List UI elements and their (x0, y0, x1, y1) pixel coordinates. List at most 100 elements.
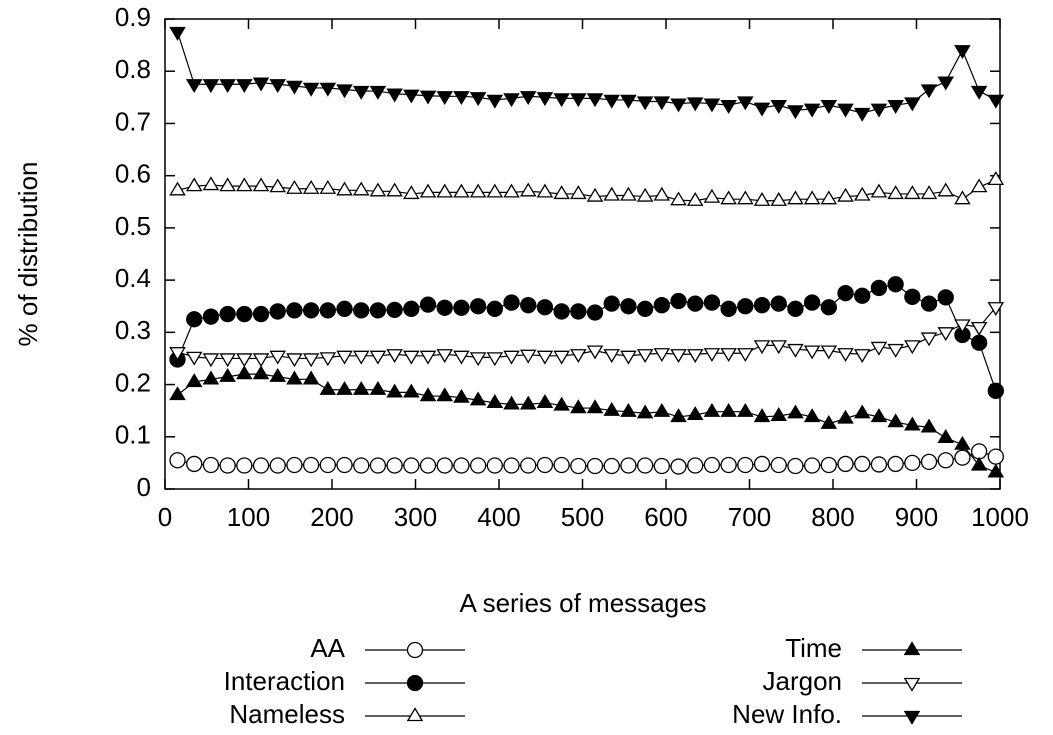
marker (353, 457, 370, 474)
marker (503, 457, 520, 474)
marker (636, 457, 654, 474)
marker (803, 408, 821, 423)
marker (586, 304, 604, 321)
marker (352, 181, 370, 196)
marker (553, 350, 570, 365)
marker (954, 435, 971, 450)
marker (219, 177, 236, 192)
y-tick-label: 0.6 (115, 159, 151, 189)
marker (737, 348, 754, 362)
marker (720, 190, 737, 205)
marker (269, 178, 286, 193)
marker (636, 300, 654, 317)
marker (753, 340, 771, 355)
marker (436, 299, 453, 316)
marker (403, 457, 420, 474)
marker (469, 298, 487, 315)
marker (987, 448, 1004, 465)
marker (904, 340, 921, 355)
marker (369, 381, 387, 395)
marker (252, 305, 270, 323)
x-tick-label: 400 (477, 502, 520, 532)
marker (653, 96, 671, 111)
marker (603, 401, 620, 416)
marker (904, 97, 921, 112)
marker (970, 321, 988, 336)
marker (403, 383, 420, 398)
marker (202, 308, 220, 325)
legend-marker (406, 641, 424, 659)
series-line (177, 373, 997, 473)
marker (453, 350, 470, 365)
marker (336, 181, 353, 196)
marker (302, 353, 320, 368)
marker (252, 457, 270, 474)
legend-marker (903, 641, 921, 656)
marker (787, 404, 804, 419)
marker (636, 187, 654, 202)
marker (937, 182, 954, 197)
marker (352, 381, 370, 395)
marker (486, 94, 504, 109)
marker (686, 406, 704, 420)
marker (586, 93, 604, 108)
x-tick-label: 0 (158, 502, 172, 532)
legend-marker (406, 674, 424, 692)
marker (319, 179, 337, 194)
marker (787, 457, 804, 475)
marker (753, 408, 771, 423)
marker (570, 185, 587, 200)
marker (586, 345, 604, 360)
marker (687, 457, 704, 474)
marker (553, 396, 570, 411)
marker (603, 295, 620, 312)
marker (703, 456, 721, 474)
legend-label: Jargon (763, 666, 843, 696)
marker (453, 388, 470, 403)
marker (553, 185, 570, 200)
marker (520, 457, 537, 474)
marker (720, 456, 737, 474)
marker (820, 456, 837, 474)
marker (570, 457, 587, 475)
legend-label: AA (310, 633, 345, 663)
marker (453, 91, 470, 106)
marker (553, 93, 570, 108)
marker (286, 80, 303, 95)
marker (286, 370, 303, 385)
marker (720, 348, 737, 362)
marker (219, 305, 236, 323)
marker (803, 190, 821, 205)
marker (536, 183, 554, 198)
marker (753, 297, 771, 314)
marker (920, 418, 938, 433)
marker (670, 408, 687, 423)
marker (419, 457, 437, 474)
marker (670, 292, 687, 310)
marker (419, 350, 437, 365)
marker (252, 353, 270, 368)
marker (236, 365, 253, 380)
marker (302, 302, 320, 319)
marker (870, 341, 888, 356)
marker (236, 177, 253, 192)
y-axis-label: % of distribution (13, 162, 43, 347)
y-tick-label: 0.4 (115, 263, 151, 293)
legend-label: Nameless (229, 699, 345, 729)
marker (436, 91, 453, 106)
marker (970, 334, 988, 351)
marker (954, 449, 971, 466)
marker (803, 294, 821, 311)
marker (620, 350, 637, 365)
marker (737, 190, 754, 205)
legend-label: Interaction (224, 666, 345, 696)
x-tick-label: 200 (310, 502, 353, 532)
marker (703, 402, 721, 417)
marker (369, 350, 387, 365)
marker (620, 298, 637, 315)
marker (820, 100, 838, 114)
marker (403, 185, 420, 200)
marker (169, 452, 186, 469)
marker (386, 457, 403, 474)
